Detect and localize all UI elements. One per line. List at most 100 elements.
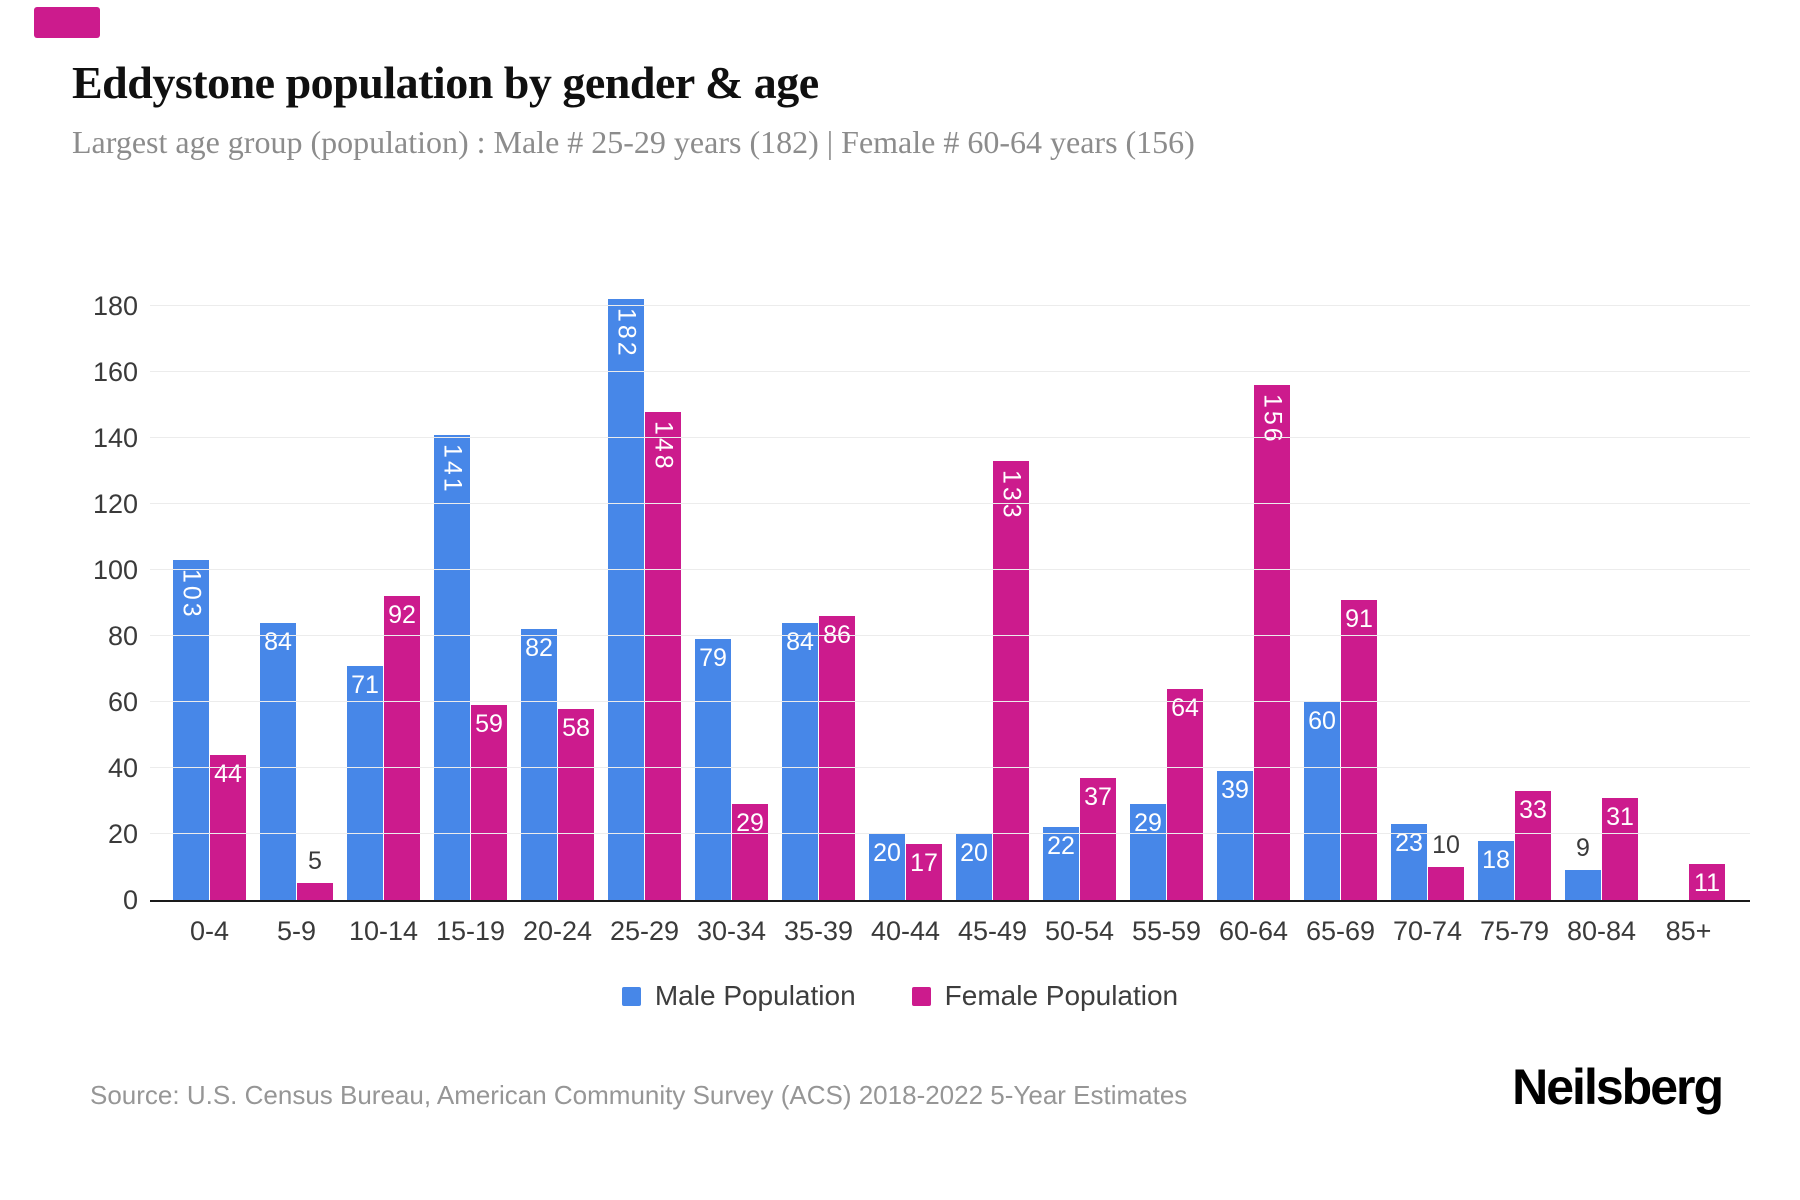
bar-male-60-64: 39 <box>1217 771 1253 900</box>
bar-value-label-female-50-54: 37 <box>1084 783 1112 811</box>
y-tick-label-160: 160 <box>92 357 138 387</box>
chart-title: Eddystone population by gender & age <box>72 57 819 108</box>
bar-group-20-24: 82 58 <box>521 629 594 900</box>
bar-group-10-14: 71 92 <box>347 596 420 900</box>
bar-male-10-14: 71 <box>347 666 383 900</box>
bar-male-70-74: 23 <box>1391 824 1427 900</box>
gridline-100 <box>150 569 1750 570</box>
bar-value-label-female-85+: 11 <box>1694 869 1720 897</box>
bar-group-55-59: 29 64 <box>1130 689 1203 900</box>
x-tick-label-50-54: 50-54 <box>1044 916 1115 946</box>
bar-female-70-74: 10 <box>1428 831 1464 900</box>
gridline-140 <box>150 437 1750 438</box>
bar-group-5-9: 84 5 <box>260 623 333 900</box>
x-tick-label-0-4: 0-4 <box>189 916 230 946</box>
bar-male-35-39: 84 <box>782 623 818 900</box>
bar-female-35-39: 86 <box>819 616 855 900</box>
legend-label-female: Female Population <box>944 980 1179 1011</box>
bar-group-40-44: 20 17 <box>869 834 942 900</box>
bar-female-40-44: 17 <box>906 844 942 900</box>
bar-group-30-34: 79 29 <box>695 639 768 900</box>
bar-value-label-female-20-24: 58 <box>562 714 590 742</box>
bar-male-0-4: 103 <box>173 560 209 900</box>
bar-female-50-54: 37 <box>1080 778 1116 900</box>
bar-value-label-female-40-44: 17 <box>910 849 938 877</box>
bar-female-15-19: 59 <box>471 705 507 900</box>
bar-female-55-59: 64 <box>1167 689 1203 900</box>
bar-male-30-34: 79 <box>695 639 731 900</box>
bar-value-label-female-45-49: 133 <box>997 470 1026 521</box>
bar-female-20-24: 58 <box>558 709 594 900</box>
legend-item-male[interactable]: Male Population <box>621 980 856 1012</box>
bar-value-label-male-35-39: 84 <box>786 628 814 656</box>
x-tick-label-45-49: 45-49 <box>957 916 1028 946</box>
x-axis-labels: 0-4 5-9 10-14 15-19 20-24 25-29 30-34 35-39 40-4… <box>173 916 1750 947</box>
bar-male-45-49: 20 <box>956 834 992 900</box>
bar-female-0-4: 44 <box>210 755 246 900</box>
bar-group-35-39: 84 86 <box>782 616 855 900</box>
gridline-120 <box>150 503 1750 504</box>
bar-male-80-84: 9 <box>1565 834 1601 900</box>
bar-group-25-29: 182 148 <box>608 299 681 900</box>
bar-value-label-male-0-4: 103 <box>177 569 206 620</box>
x-axis: 0-4 5-9 10-14 15-19 20-24 25-29 30-34 35-39 40-4… <box>150 916 1750 947</box>
bar-female-75-79: 33 <box>1515 791 1551 900</box>
bar-female-85+: 11 <box>1689 864 1725 900</box>
bar-female-80-84: 31 <box>1602 798 1638 900</box>
x-tick-label-10-14: 10-14 <box>348 916 419 946</box>
y-tick-label-20: 20 <box>107 819 138 849</box>
x-tick-label-85+: 85+ <box>1665 916 1712 946</box>
gridline-60 <box>150 701 1750 702</box>
brand-accent-mark <box>34 7 100 38</box>
bar-group-60-64: 39 156 <box>1217 385 1290 900</box>
bar-value-label-male-75-79: 18 <box>1482 846 1510 874</box>
x-tick-label-35-39: 35-39 <box>783 916 854 946</box>
y-tick-label-180: 180 <box>92 291 138 321</box>
bar-value-label-female-5-9: 5 <box>308 847 322 875</box>
chart-subtitle: Largest age group (population) : Male # … <box>72 124 1195 160</box>
bar-female-10-14: 92 <box>384 596 420 900</box>
bar-male-50-54: 22 <box>1043 827 1079 900</box>
x-tick-label-25-29: 25-29 <box>609 916 680 946</box>
brand-logo: Neilsberg <box>1512 1059 1724 1115</box>
bar-value-label-female-0-4: 44 <box>214 760 242 788</box>
bar-value-label-male-65-69: 60 <box>1308 707 1336 735</box>
bar-value-label-female-10-14: 92 <box>388 601 416 629</box>
male-series-swatch <box>621 986 641 1006</box>
x-tick-label-55-59: 55-59 <box>1131 916 1202 946</box>
bar-value-label-female-55-59: 64 <box>1171 694 1199 722</box>
bar-value-label-male-45-49: 20 <box>960 839 988 867</box>
bar-value-label-male-25-29: 182 <box>612 308 641 359</box>
y-tick-label-80: 80 <box>107 621 138 651</box>
bar-value-label-female-70-74: 10 <box>1432 831 1460 859</box>
bar-value-label-female-65-69: 91 <box>1345 605 1373 633</box>
legend-item-female[interactable]: Female Population <box>911 980 1179 1012</box>
gridline-160 <box>150 371 1750 372</box>
bar-female-60-64: 156 <box>1254 385 1290 900</box>
bar-female-30-34: 29 <box>732 804 768 900</box>
bar-value-label-male-40-44: 20 <box>873 839 901 867</box>
gridline-40 <box>150 767 1750 768</box>
x-tick-label-40-44: 40-44 <box>870 916 941 946</box>
bar-group-70-74: 23 10 <box>1391 824 1464 900</box>
bar-group-85+: 11 <box>1652 864 1725 900</box>
x-tick-label-65-69: 65-69 <box>1305 916 1376 946</box>
bar-value-label-female-25-29: 148 <box>649 421 678 472</box>
bar-male-20-24: 82 <box>521 629 557 900</box>
bar-value-label-male-55-59: 29 <box>1134 809 1162 837</box>
x-tick-label-70-74: 70-74 <box>1392 916 1463 946</box>
x-tick-label-80-84: 80-84 <box>1566 916 1637 946</box>
x-tick-label-60-64: 60-64 <box>1218 916 1289 946</box>
bar-male-15-19: 141 <box>434 435 470 900</box>
bar-male-5-9: 84 <box>260 623 296 900</box>
bar-female-5-9: 5 <box>297 847 333 900</box>
legend: Male Population Female Population <box>0 980 1800 1012</box>
bar-group-75-79: 18 33 <box>1478 791 1551 900</box>
y-tick-label-40: 40 <box>107 753 138 783</box>
y-tick-label-120: 120 <box>92 489 138 519</box>
bar-value-label-male-5-9: 84 <box>264 628 292 656</box>
bar-male-55-59: 29 <box>1130 804 1166 900</box>
bar-group-50-54: 22 37 <box>1043 778 1116 900</box>
source-note: Source: U.S. Census Bureau, American Com… <box>90 1080 1188 1110</box>
bar-value-label-male-20-24: 82 <box>525 634 553 662</box>
